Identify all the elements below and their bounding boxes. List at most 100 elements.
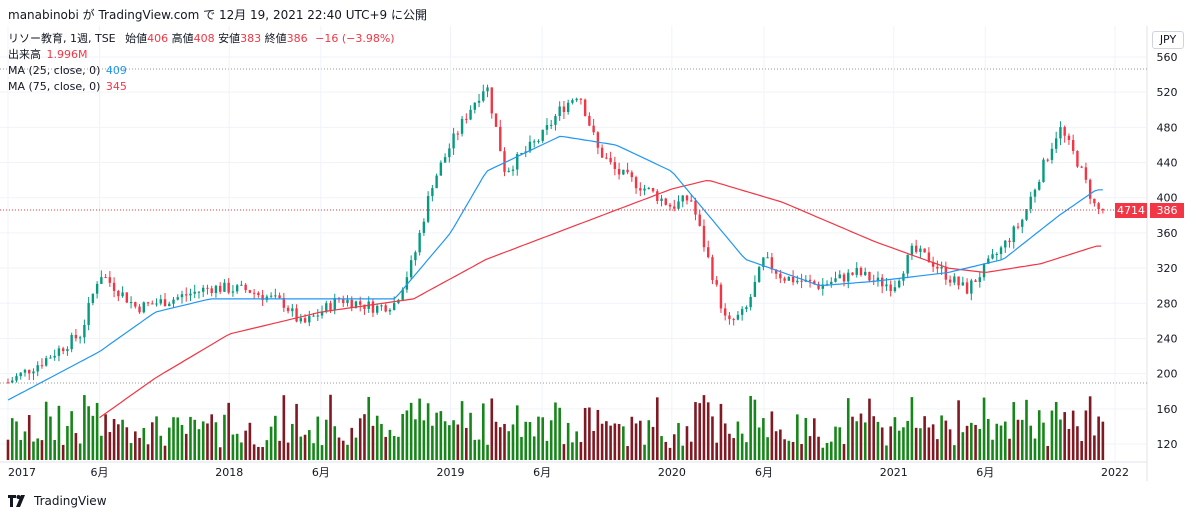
candle-body [507, 170, 510, 172]
candle-body [906, 254, 909, 274]
volume-bar [808, 436, 812, 460]
volume-bar [201, 421, 205, 460]
volume-bar [150, 422, 154, 460]
volume-bar [261, 447, 264, 460]
candle-body [117, 290, 120, 297]
x-tick-label: 6月 [976, 466, 994, 479]
price-tag-right-bg [1150, 203, 1184, 218]
volume-bar [363, 414, 366, 460]
volume-bar [545, 440, 549, 460]
candle-body [970, 280, 973, 294]
candle-body [893, 287, 897, 292]
candle-body [286, 307, 290, 312]
volume-bar [677, 423, 680, 460]
candle-body [855, 267, 858, 275]
candle-body [838, 274, 841, 279]
volume-bar [206, 423, 209, 460]
tradingview-logo-icon [8, 495, 25, 507]
candle-body [469, 109, 472, 120]
volume-bar [87, 406, 90, 460]
volume-bar [1008, 438, 1011, 460]
volume-bar [596, 409, 600, 460]
candle-body [707, 247, 710, 258]
volume-bar [970, 422, 973, 460]
volume-label[interactable]: 出来高 [8, 48, 41, 61]
publish-header: manabinobi が TradingView.com で 12月 19, 2… [8, 8, 427, 22]
volume-bar [626, 446, 629, 460]
volume-bar [880, 427, 884, 460]
volume-bar [1050, 410, 1054, 460]
candle-body [1012, 226, 1015, 243]
volume-bar [167, 427, 171, 460]
volume-bar [473, 439, 477, 460]
candle-body [766, 257, 769, 259]
candle-body [974, 280, 977, 282]
candle-body [168, 303, 171, 307]
volume-bar [257, 446, 260, 460]
volume-bar [286, 442, 290, 460]
volume-bar [774, 431, 778, 460]
candle-body [677, 201, 680, 209]
volume-bar [193, 419, 197, 460]
candle-body [44, 358, 48, 366]
x-tick-label: 2018 [215, 466, 243, 479]
volume-bar [448, 425, 451, 460]
candle-body [914, 245, 918, 252]
ma25-row: MA (25, close, 0) 409 [8, 63, 395, 79]
volume-bar [431, 425, 434, 460]
volume-bar [885, 445, 888, 460]
candle-body [134, 302, 137, 307]
candle-body [732, 319, 735, 321]
volume-bar [74, 433, 78, 460]
ma25-label[interactable]: MA (25, close, 0) [8, 64, 101, 77]
currency-button[interactable]: JPY [1152, 31, 1184, 49]
candle-body [422, 221, 426, 233]
candle-body [418, 232, 421, 253]
candle-body [465, 118, 468, 120]
candle-body [783, 278, 786, 281]
volume-bar [511, 424, 515, 460]
candle-body [511, 169, 515, 171]
candle-body [252, 292, 256, 294]
volume-bar [923, 416, 926, 460]
volume-bar [982, 397, 986, 460]
candle-body [1084, 167, 1088, 180]
volume-bar [409, 402, 413, 460]
volume-bar [316, 416, 320, 460]
volume-bar [655, 397, 659, 460]
price-tag-left: 4714 [1117, 204, 1145, 217]
volume-bar [1097, 416, 1100, 460]
candle-body [87, 302, 90, 325]
volume-bar [588, 407, 591, 460]
candle-body [57, 348, 61, 356]
volume-bar [414, 419, 417, 460]
ma75-label[interactable]: MA (75, close, 0) [8, 80, 101, 93]
volume-bar [465, 427, 468, 460]
volume-bar [358, 418, 362, 460]
volume-bar [240, 442, 243, 460]
candle-body [575, 98, 578, 101]
volume-bar [630, 416, 634, 460]
candle-body [66, 349, 69, 352]
volume-bar [723, 423, 727, 460]
candle-body [630, 172, 634, 178]
candle-body [1076, 151, 1079, 167]
candle-body [1054, 138, 1058, 149]
volume-bar [223, 414, 226, 460]
candle-body [847, 272, 850, 282]
symbol-label[interactable]: リソー教育, 1週, TSE [8, 32, 116, 45]
price-tag-left-bg [1115, 203, 1147, 218]
volume-bar [91, 415, 95, 460]
volume-bar [859, 413, 863, 460]
candle-body [74, 334, 78, 339]
candle-body [91, 293, 95, 303]
candle-body [999, 247, 1003, 255]
volume-bar [1003, 421, 1007, 460]
candle-body [70, 334, 73, 350]
volume-bar [753, 399, 757, 460]
volume-bar [401, 413, 404, 460]
candle-body [333, 298, 336, 311]
volume-bar [15, 421, 18, 460]
volume-bar [142, 427, 146, 460]
